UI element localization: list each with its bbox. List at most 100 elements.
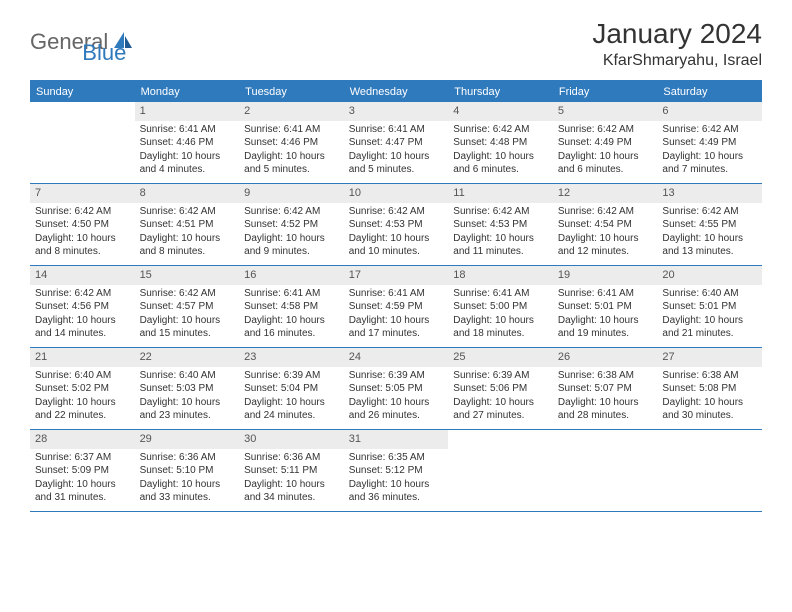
sunrise-line: Sunrise: 6:42 AM <box>349 205 444 219</box>
day-number: 30 <box>239 430 344 449</box>
day-number: 26 <box>553 348 658 367</box>
cell-body: Sunrise: 6:42 AMSunset: 4:53 PMDaylight:… <box>448 203 553 263</box>
daylight-line: Daylight: 10 hours and 6 minutes. <box>558 150 653 177</box>
calendar-cell: 24Sunrise: 6:39 AMSunset: 5:05 PMDayligh… <box>344 348 449 430</box>
title-block: January 2024 KfarShmaryahu, Israel <box>592 18 762 70</box>
day-number: 7 <box>30 184 135 203</box>
sunrise-line: Sunrise: 6:42 AM <box>558 205 653 219</box>
calendar-cell: 11Sunrise: 6:42 AMSunset: 4:53 PMDayligh… <box>448 184 553 266</box>
calendar-cell: 2Sunrise: 6:41 AMSunset: 4:46 PMDaylight… <box>239 102 344 184</box>
calendar-cell: 16Sunrise: 6:41 AMSunset: 4:58 PMDayligh… <box>239 266 344 348</box>
sunset-line: Sunset: 4:46 PM <box>140 136 235 150</box>
cell-body: Sunrise: 6:42 AMSunset: 4:56 PMDaylight:… <box>30 285 135 345</box>
sunrise-line: Sunrise: 6:41 AM <box>558 287 653 301</box>
calendar-cell: 21Sunrise: 6:40 AMSunset: 5:02 PMDayligh… <box>30 348 135 430</box>
calendar-cell: 31Sunrise: 6:35 AMSunset: 5:12 PMDayligh… <box>344 430 449 512</box>
calendar-cell: 18Sunrise: 6:41 AMSunset: 5:00 PMDayligh… <box>448 266 553 348</box>
cell-body: Sunrise: 6:36 AMSunset: 5:10 PMDaylight:… <box>135 449 240 509</box>
sunrise-line: Sunrise: 6:36 AM <box>140 451 235 465</box>
sunrise-line: Sunrise: 6:38 AM <box>558 369 653 383</box>
sunset-line: Sunset: 4:53 PM <box>349 218 444 232</box>
sunrise-line: Sunrise: 6:42 AM <box>662 205 757 219</box>
daylight-line: Daylight: 10 hours and 7 minutes. <box>662 150 757 177</box>
daylight-line: Daylight: 10 hours and 6 minutes. <box>453 150 548 177</box>
calendar-cell: 7Sunrise: 6:42 AMSunset: 4:50 PMDaylight… <box>30 184 135 266</box>
calendar-cell: 15Sunrise: 6:42 AMSunset: 4:57 PMDayligh… <box>135 266 240 348</box>
sunrise-line: Sunrise: 6:42 AM <box>35 287 130 301</box>
calendar-cell: 3Sunrise: 6:41 AMSunset: 4:47 PMDaylight… <box>344 102 449 184</box>
daylight-line: Daylight: 10 hours and 10 minutes. <box>349 232 444 259</box>
cell-body: Sunrise: 6:35 AMSunset: 5:12 PMDaylight:… <box>344 449 449 509</box>
calendar-cell: 13Sunrise: 6:42 AMSunset: 4:55 PMDayligh… <box>657 184 762 266</box>
sunset-line: Sunset: 5:06 PM <box>453 382 548 396</box>
logo-text-blue: Blue <box>82 40 126 66</box>
sunset-line: Sunset: 4:56 PM <box>35 300 130 314</box>
calendar-cell: 9Sunrise: 6:42 AMSunset: 4:52 PMDaylight… <box>239 184 344 266</box>
cell-body: Sunrise: 6:41 AMSunset: 4:58 PMDaylight:… <box>239 285 344 345</box>
cell-body: Sunrise: 6:42 AMSunset: 4:51 PMDaylight:… <box>135 203 240 263</box>
cell-body: Sunrise: 6:37 AMSunset: 5:09 PMDaylight:… <box>30 449 135 509</box>
day-number: 6 <box>657 102 762 121</box>
day-number: 24 <box>344 348 449 367</box>
calendar-cell-empty <box>553 430 658 512</box>
calendar-grid: SundayMondayTuesdayWednesdayThursdayFrid… <box>30 80 762 512</box>
location: KfarShmaryahu, Israel <box>592 52 762 70</box>
day-number: 3 <box>344 102 449 121</box>
sunset-line: Sunset: 5:01 PM <box>662 300 757 314</box>
sunrise-line: Sunrise: 6:36 AM <box>244 451 339 465</box>
sunset-line: Sunset: 4:51 PM <box>140 218 235 232</box>
logo: General Blue <box>30 18 126 66</box>
sunset-line: Sunset: 5:07 PM <box>558 382 653 396</box>
daylight-line: Daylight: 10 hours and 16 minutes. <box>244 314 339 341</box>
cell-body: Sunrise: 6:41 AMSunset: 4:59 PMDaylight:… <box>344 285 449 345</box>
sunrise-line: Sunrise: 6:42 AM <box>662 123 757 137</box>
cell-body: Sunrise: 6:38 AMSunset: 5:08 PMDaylight:… <box>657 367 762 427</box>
day-number: 2 <box>239 102 344 121</box>
calendar-cell: 10 Sunrise: 6:42 AMSunset: 4:53 PMDayligh… <box>344 184 449 266</box>
sunset-line: Sunset: 5:04 PM <box>244 382 339 396</box>
cell-body: Sunrise: 6:41 AMSunset: 5:01 PMDaylight:… <box>553 285 658 345</box>
daylight-line: Daylight: 10 hours and 26 minutes. <box>349 396 444 423</box>
day-header: Sunday <box>30 82 135 102</box>
sunrise-line: Sunrise: 6:35 AM <box>349 451 444 465</box>
cell-body: Sunrise: 6:39 AMSunset: 5:06 PMDaylight:… <box>448 367 553 427</box>
day-header: Saturday <box>657 82 762 102</box>
calendar-cell: 27Sunrise: 6:38 AMSunset: 5:08 PMDayligh… <box>657 348 762 430</box>
day-number: 8 <box>135 184 240 203</box>
sunset-line: Sunset: 5:00 PM <box>453 300 548 314</box>
cell-body: Sunrise: 6:41 AMSunset: 5:00 PMDaylight:… <box>448 285 553 345</box>
sunrise-line: Sunrise: 6:42 AM <box>453 123 548 137</box>
sunrise-line: Sunrise: 6:41 AM <box>349 123 444 137</box>
cell-body: Sunrise: 6:42 AMSunset: 4:57 PMDaylight:… <box>135 285 240 345</box>
daylight-line: Daylight: 10 hours and 13 minutes. <box>662 232 757 259</box>
daylight-line: Daylight: 10 hours and 36 minutes. <box>349 478 444 505</box>
day-number: 11 <box>448 184 553 203</box>
calendar-cell: 19Sunrise: 6:41 AMSunset: 5:01 PMDayligh… <box>553 266 658 348</box>
daylight-line: Daylight: 10 hours and 9 minutes. <box>244 232 339 259</box>
day-number: 19 <box>553 266 658 285</box>
day-number: 28 <box>30 430 135 449</box>
month-title: January 2024 <box>592 18 762 50</box>
sunrise-line: Sunrise: 6:37 AM <box>35 451 130 465</box>
daylight-line: Daylight: 10 hours and 22 minutes. <box>35 396 130 423</box>
sunset-line: Sunset: 5:12 PM <box>349 464 444 478</box>
day-number: 18 <box>448 266 553 285</box>
day-number: 4 <box>448 102 553 121</box>
cell-body: Sunrise: 6:41 AMSunset: 4:47 PMDaylight:… <box>344 121 449 181</box>
daylight-line: Daylight: 10 hours and 5 minutes. <box>349 150 444 177</box>
day-number: 22 <box>135 348 240 367</box>
sunset-line: Sunset: 4:52 PM <box>244 218 339 232</box>
sunset-line: Sunset: 5:08 PM <box>662 382 757 396</box>
day-number: 10 <box>344 184 449 203</box>
day-number: 12 <box>553 184 658 203</box>
cell-body: Sunrise: 6:36 AMSunset: 5:11 PMDaylight:… <box>239 449 344 509</box>
daylight-line: Daylight: 10 hours and 27 minutes. <box>453 396 548 423</box>
cell-body: Sunrise: 6:42 AMSunset: 4:54 PMDaylight:… <box>553 203 658 263</box>
sunrise-line: Sunrise: 6:40 AM <box>35 369 130 383</box>
cell-body: Sunrise: 6:42 AMSunset: 4:48 PMDaylight:… <box>448 121 553 181</box>
cell-body: Sunrise: 6:40 AMSunset: 5:01 PMDaylight:… <box>657 285 762 345</box>
sunset-line: Sunset: 5:09 PM <box>35 464 130 478</box>
day-number: 1 <box>135 102 240 121</box>
sunrise-line: Sunrise: 6:42 AM <box>140 287 235 301</box>
sunset-line: Sunset: 5:01 PM <box>558 300 653 314</box>
